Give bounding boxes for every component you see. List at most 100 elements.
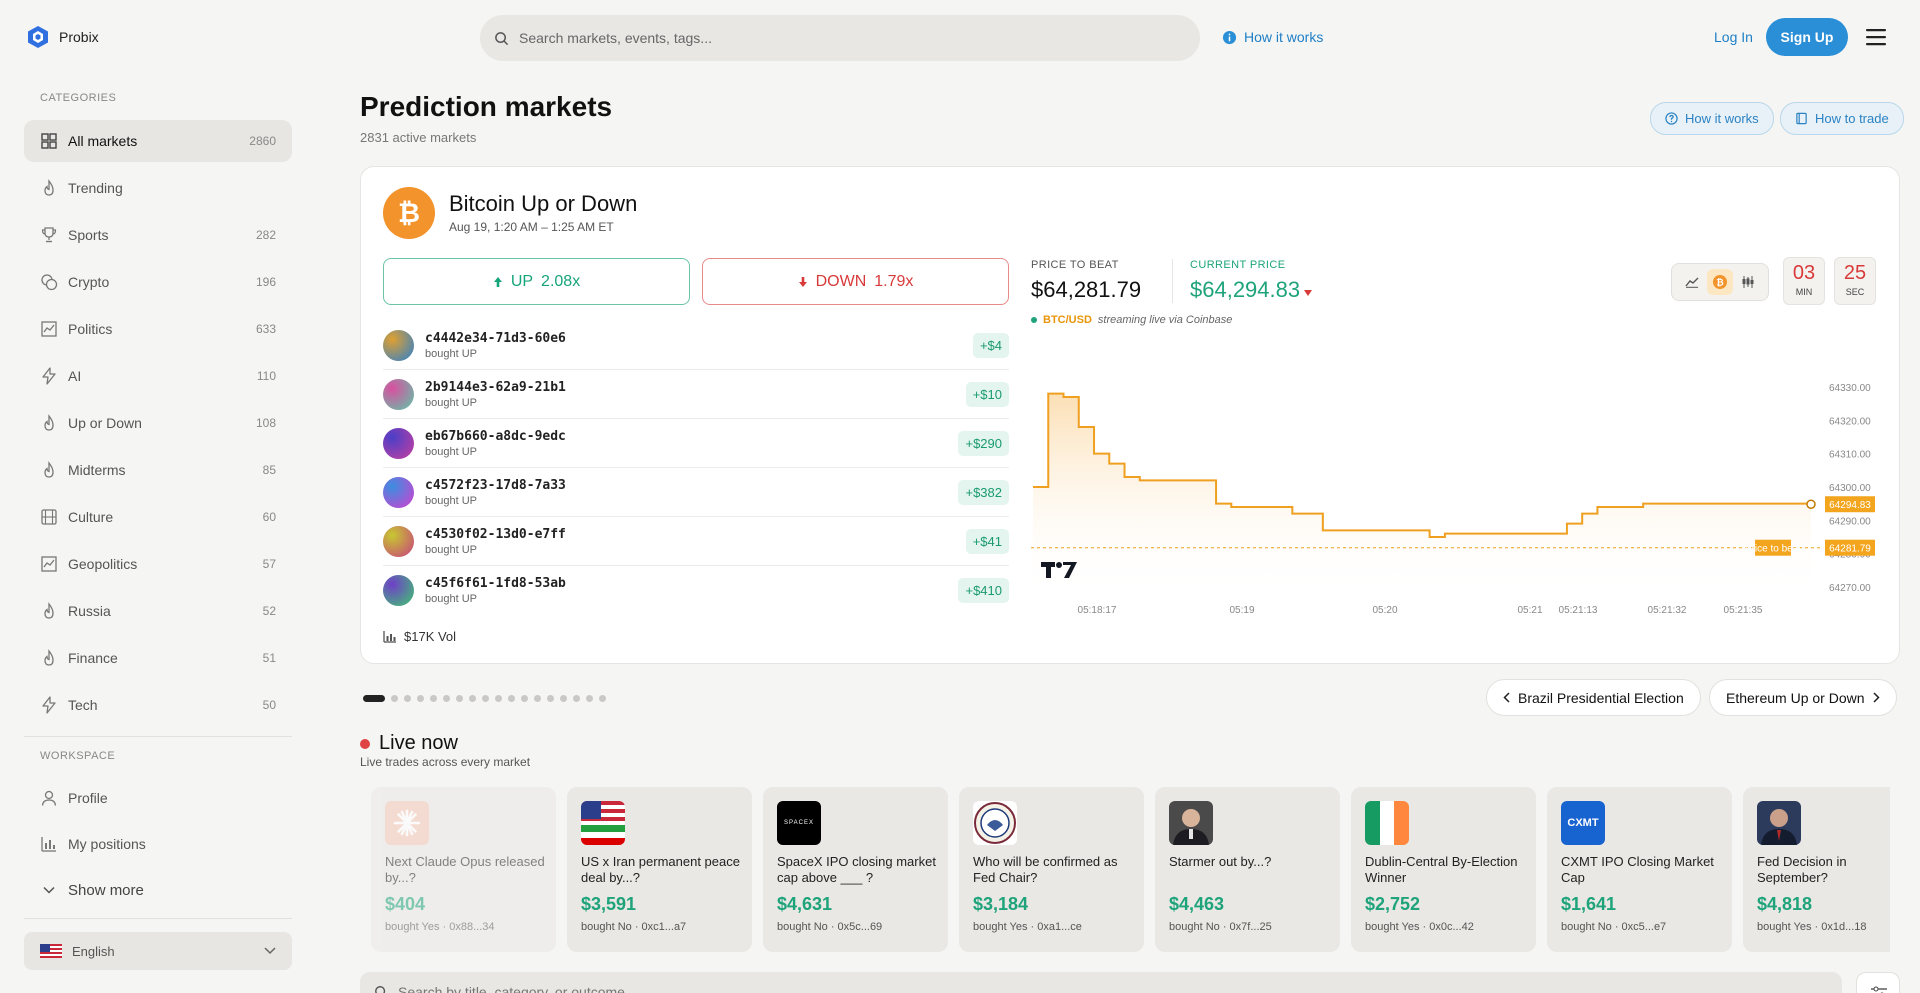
flame-icon <box>40 414 58 432</box>
buy-up-button[interactable]: UP 2.08x <box>383 258 690 305</box>
candlestick-toggle[interactable] <box>1735 269 1761 295</box>
live-market-card[interactable]: Starmer out by...? $4,463 bought No · 0x7f… <box>1155 787 1340 952</box>
how-it-works-pill[interactable]: How it works <box>1650 102 1774 135</box>
sidebar-item-russia[interactable]: Russia 52 <box>24 590 292 632</box>
market-filter-search[interactable] <box>360 972 1842 993</box>
carousel-dot[interactable] <box>495 695 502 702</box>
carousel-dot[interactable] <box>599 695 606 702</box>
live-market-card[interactable]: Fed Decision in September? $4,818 bought Y… <box>1743 787 1890 952</box>
carousel-dot[interactable] <box>482 695 489 702</box>
trade-meta: bought No · 0xc5...e7 <box>1561 921 1667 933</box>
book-icon <box>1796 112 1807 125</box>
trade-meta: bought Yes · 0xa1...ce <box>973 921 1082 933</box>
login-link[interactable]: Log In <box>1714 29 1753 45</box>
sidebar-item-count: 60 <box>262 510 276 524</box>
carousel-dot[interactable] <box>391 695 398 702</box>
trade-row: c4442e34-71d3-60e6 bought UP +$4 <box>383 321 1009 370</box>
bar-chart-icon <box>383 630 396 643</box>
price-to-beat-tag-bg <box>1755 539 1791 556</box>
sidebar-item-trending[interactable]: Trending <box>24 167 292 209</box>
y-tick-label: 64300.00 <box>1829 483 1871 494</box>
x-tick-label: 05:18:17 <box>1078 605 1117 616</box>
trade-meta: bought No · 0x7f...25 <box>1169 921 1272 933</box>
trade-amount: +$410 <box>958 578 1009 603</box>
carousel-dot[interactable] <box>521 695 528 702</box>
carousel-dot[interactable] <box>469 695 476 702</box>
carousel-dot[interactable] <box>456 695 463 702</box>
sidebar-item-tech[interactable]: Tech 50 <box>24 684 292 726</box>
sidebar-item-geopolitics[interactable]: Geopolitics 57 <box>24 543 292 585</box>
buy-down-button[interactable]: DOWN 1.79x <box>702 258 1009 305</box>
search-input[interactable] <box>519 30 1159 46</box>
hamburger-menu-icon[interactable] <box>1866 28 1886 46</box>
carousel-dot[interactable] <box>443 695 450 702</box>
sidebar-item-all-markets[interactable]: All markets 2860 <box>24 120 292 162</box>
trade-amount: +$290 <box>958 430 1009 456</box>
sidebar-item-up-or-down[interactable]: Up or Down 108 <box>24 402 292 444</box>
sidebar-item-culture[interactable]: Culture 60 <box>24 496 292 538</box>
price-to-beat-value-tag: 64281.79 <box>1829 544 1871 555</box>
sidebar-item-my-positions[interactable]: My positions <box>24 823 292 865</box>
arrow-down-icon <box>798 276 807 287</box>
carousel-dot[interactable] <box>573 695 580 702</box>
trade-price: $4,463 <box>1169 894 1225 914</box>
prev-market-button[interactable]: Brazil Presidential Election <box>1486 679 1701 716</box>
sidebar-item-show-more[interactable]: Show more <box>24 869 292 911</box>
bitcoin-chart-toggle[interactable]: ₿ <box>1707 269 1733 295</box>
carousel-dot[interactable] <box>417 695 424 702</box>
sidebar-item-ai[interactable]: AI 110 <box>24 355 292 397</box>
brand[interactable]: Probix <box>26 25 99 49</box>
sidebar-item-sports[interactable]: Sports 282 <box>24 214 292 256</box>
avatar <box>383 427 414 459</box>
trade-meta: bought Yes · 0x0c...42 <box>1365 921 1474 933</box>
sidebar-item-label: Russia <box>68 603 111 619</box>
market-question: Fed Decision in September? <box>1757 854 1847 885</box>
sidebar-item-crypto[interactable]: Crypto 196 <box>24 261 292 303</box>
live-market-card[interactable]: US x Iran permanent peace deal by...? $3,… <box>567 787 752 952</box>
live-market-card[interactable]: SPACEX SpaceX IPO closing market cap abov… <box>763 787 948 952</box>
market-question: Starmer out by...? <box>1169 854 1272 869</box>
svg-text:₿: ₿ <box>1716 278 1723 289</box>
trade-action: bought UP <box>425 347 477 360</box>
carousel-dot[interactable] <box>547 695 554 702</box>
how-to-trade-pill[interactable]: How to trade <box>1780 102 1904 135</box>
live-market-card[interactable]: Who will be confirmed as Fed Chair? $3,18… <box>959 787 1144 952</box>
next-market-button[interactable]: Ethereum Up or Down <box>1709 679 1897 716</box>
sidebar-item-finance[interactable]: Finance 51 <box>24 637 292 679</box>
coins-icon <box>40 273 58 291</box>
search-bar[interactable] <box>480 15 1200 61</box>
market-filter-input[interactable] <box>398 984 1198 993</box>
how-it-works-link[interactable]: How it works <box>1222 29 1323 45</box>
carousel-dot[interactable] <box>560 695 567 702</box>
seal-thumbnail <box>973 801 1017 845</box>
sidebar-item-midterms[interactable]: Midterms 85 <box>24 449 292 491</box>
live-market-card[interactable]: Dublin-Central By-Election Winner $2,752 b… <box>1351 787 1536 952</box>
language-select[interactable]: English <box>24 932 292 970</box>
avatar <box>383 575 414 606</box>
trader-info: c4442e34-71d3-60e6 bought UP <box>425 331 973 360</box>
carousel-dot[interactable] <box>430 695 437 702</box>
carousel-dot[interactable] <box>508 695 515 702</box>
sidebar-item-profile[interactable]: Profile <box>24 777 292 819</box>
carousel-dot[interactable] <box>534 695 541 702</box>
filter-button[interactable] <box>1856 972 1900 993</box>
sidebar-item-label: Sports <box>68 227 109 243</box>
how-to-trade-pill-label: How to trade <box>1815 111 1889 126</box>
trade-amount: +$4 <box>972 332 1009 358</box>
y-tick-label: 64320.00 <box>1829 416 1871 427</box>
line-chart-toggle[interactable] <box>1679 269 1705 295</box>
carousel-dot[interactable] <box>363 695 385 702</box>
sidebar-item-count: 108 <box>255 416 276 430</box>
signup-button[interactable]: Sign Up <box>1766 18 1848 56</box>
live-market-card[interactable]: CXMT CXMT IPO Closing Market Cap $1,641 bou… <box>1547 787 1732 952</box>
carousel-dot[interactable] <box>404 695 411 702</box>
cxmt-thumbnail: CXMT <box>1561 801 1605 845</box>
x-tick-label: 05:21:32 <box>1648 605 1687 616</box>
y-tick-label: 64330.00 <box>1829 383 1871 394</box>
y-tick-label: 64290.00 <box>1829 516 1871 527</box>
live-market-card[interactable]: Next Claude Opus released by...? $404 boug… <box>371 787 556 952</box>
trade-price: $2,752 <box>1365 894 1421 914</box>
trader-address: c4442e34-71d3-60e6 <box>425 330 566 346</box>
carousel-dot[interactable] <box>586 695 593 702</box>
sidebar-item-politics[interactable]: Politics 633 <box>24 308 292 350</box>
